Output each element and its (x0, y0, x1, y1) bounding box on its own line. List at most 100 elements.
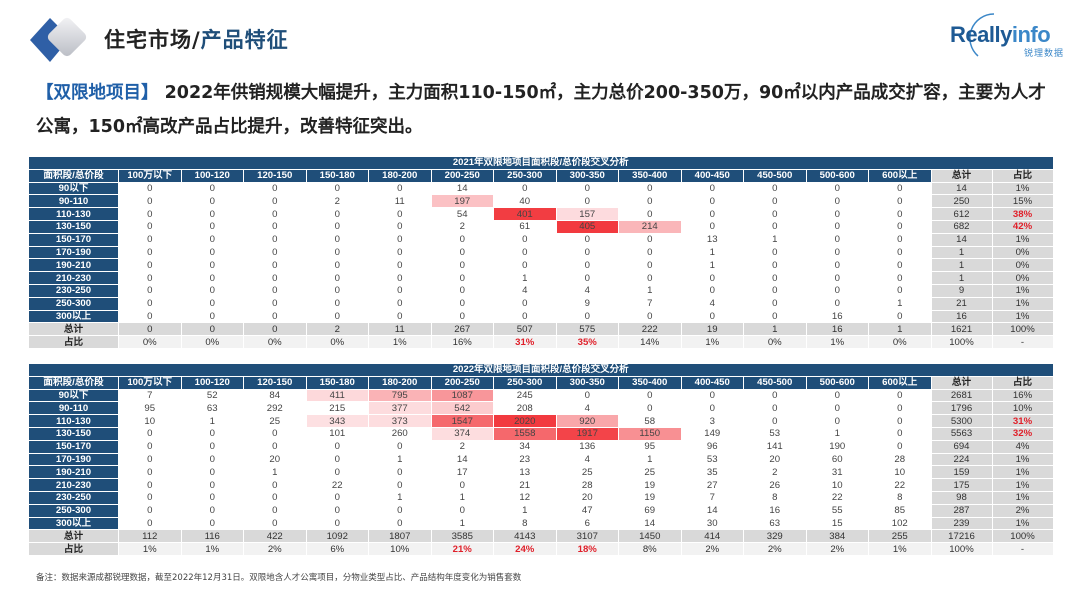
data-cell: 0 (584, 272, 590, 284)
data-cell: 14 (706, 505, 718, 517)
row-total: 16 (931, 310, 992, 323)
data-cell: 0 (897, 402, 903, 414)
data-cell: 0 (147, 234, 153, 246)
column-header: 120-150 (244, 169, 306, 182)
table-row: 110-130 10 1 25 343 373 1547 2020 920 58 3 0 0 0 5300 3… (29, 415, 1053, 427)
data-cell: 10 (144, 415, 156, 427)
row-share: 1% (992, 491, 1053, 504)
share-header: 占比 (992, 169, 1053, 182)
table-row: 210-230 0 0 0 22 0 0 21 28 19 27 26 10 22 175 1% (29, 479, 1053, 491)
data-cell: 0 (147, 479, 153, 491)
data-cell: 0 (397, 208, 403, 220)
column-share: 1% (119, 543, 181, 555)
data-cell: 0 (147, 441, 153, 453)
row-header: 150-170 (29, 440, 118, 453)
headline: 【双限地项目】 2022年供销规模大幅提升，主力面积110-150㎡，主力总价2… (36, 76, 1056, 144)
row-header: 250-300 (29, 504, 118, 517)
data-cell: 0 (147, 221, 153, 233)
data-cell: 411 (306, 389, 368, 402)
row-total: 224 (931, 453, 992, 466)
table-row: 90-110 95 63 292 215 377 542 208 4 0 0 0 0 0 1796 10% (29, 402, 1053, 415)
data-cell: 343 (306, 415, 368, 427)
data-cell: 0 (334, 298, 340, 310)
table-row: 230-250 0 0 0 0 1 1 12 20 19 7 8 22 8 98 1% (29, 491, 1053, 504)
data-cell: 0 (334, 234, 340, 246)
data-cell: 214 (619, 220, 681, 233)
data-cell: 0 (834, 182, 840, 194)
data-cell: 0 (522, 298, 528, 310)
data-cell: 136 (579, 441, 596, 453)
row-total: 5300 (931, 415, 992, 427)
data-cell: 1 (397, 492, 403, 504)
data-cell: 208 (516, 402, 533, 414)
data-cell: 0 (522, 234, 528, 246)
data-cell: 0 (459, 310, 465, 322)
data-cell: 0 (209, 310, 215, 322)
data-cell: 0 (209, 517, 215, 529)
data-cell: 0 (459, 285, 465, 297)
data-cell: 0 (334, 285, 340, 297)
data-cell: 28 (894, 453, 906, 465)
data-cell: 0 (397, 466, 403, 478)
row-total: 1 (931, 272, 992, 284)
data-cell: 13 (706, 234, 718, 246)
column-total: 100% (992, 530, 1053, 543)
row-header: 210-230 (29, 272, 118, 284)
data-cell: 54 (456, 208, 468, 220)
row-total: 5563 (931, 427, 992, 440)
shares-label: 占比 (29, 336, 118, 348)
data-cell: 0 (647, 389, 653, 401)
data-cell: 1558 (494, 427, 556, 440)
title-accent: 产品特征 (200, 28, 289, 52)
data-cell: 14 (456, 182, 468, 194)
row-share: 1% (992, 310, 1053, 323)
data-cell: 0 (897, 208, 903, 220)
column-share: 0% (181, 336, 243, 348)
data-cell: 2 (459, 221, 465, 233)
data-cell: 0 (334, 492, 340, 504)
total-header: 总计 (931, 376, 992, 389)
data-cell: 1 (647, 453, 653, 465)
data-cell: 0 (459, 272, 465, 284)
table-header-row: 面积段/总价段 100万以下 100-120 120-150 150-180 180-20… (29, 169, 1053, 182)
row-header: 230-250 (29, 491, 118, 504)
data-cell: 7 (647, 298, 653, 310)
row-total: 682 (931, 220, 992, 233)
data-cell: 0 (272, 428, 278, 440)
column-share: 8% (619, 543, 681, 555)
column-header: 100-120 (181, 376, 243, 389)
totals-label: 总计 (29, 323, 118, 336)
data-cell: 53 (769, 428, 781, 440)
data-cell: 35 (706, 466, 718, 478)
data-cell: 0 (334, 517, 340, 529)
data-cell: 0 (834, 208, 840, 220)
data-cell: 0 (272, 441, 278, 453)
data-cell: 0 (647, 246, 653, 258)
data-cell: 1 (709, 246, 715, 258)
column-share: 2% (806, 543, 868, 555)
row-share: 1% (992, 453, 1053, 466)
data-cell: 0 (397, 505, 403, 517)
data-cell: 0 (772, 246, 778, 258)
shares-label: 占比 (29, 543, 118, 555)
column-total: 11 (369, 323, 431, 336)
data-cell: 0 (897, 182, 903, 194)
data-cell: 0 (209, 246, 215, 258)
row-total: 14 (931, 233, 992, 246)
data-cell: 292 (266, 402, 283, 414)
row-total: 98 (931, 491, 992, 504)
data-cell: 95 (644, 441, 656, 453)
data-cell: 0 (584, 234, 590, 246)
row-header: 170-190 (29, 453, 118, 466)
data-cell: 9 (584, 298, 590, 310)
data-cell: 1 (709, 259, 715, 271)
data-cell: 0 (834, 285, 840, 297)
data-cell: 0 (334, 221, 340, 233)
data-cell: 0 (522, 259, 528, 271)
data-cell: 0 (459, 505, 465, 517)
data-cell: 245 (516, 389, 533, 401)
column-header: 500-600 (806, 376, 868, 389)
column-share: 24% (494, 543, 556, 555)
row-share: 1% (992, 233, 1053, 246)
data-cell: 12 (519, 492, 531, 504)
